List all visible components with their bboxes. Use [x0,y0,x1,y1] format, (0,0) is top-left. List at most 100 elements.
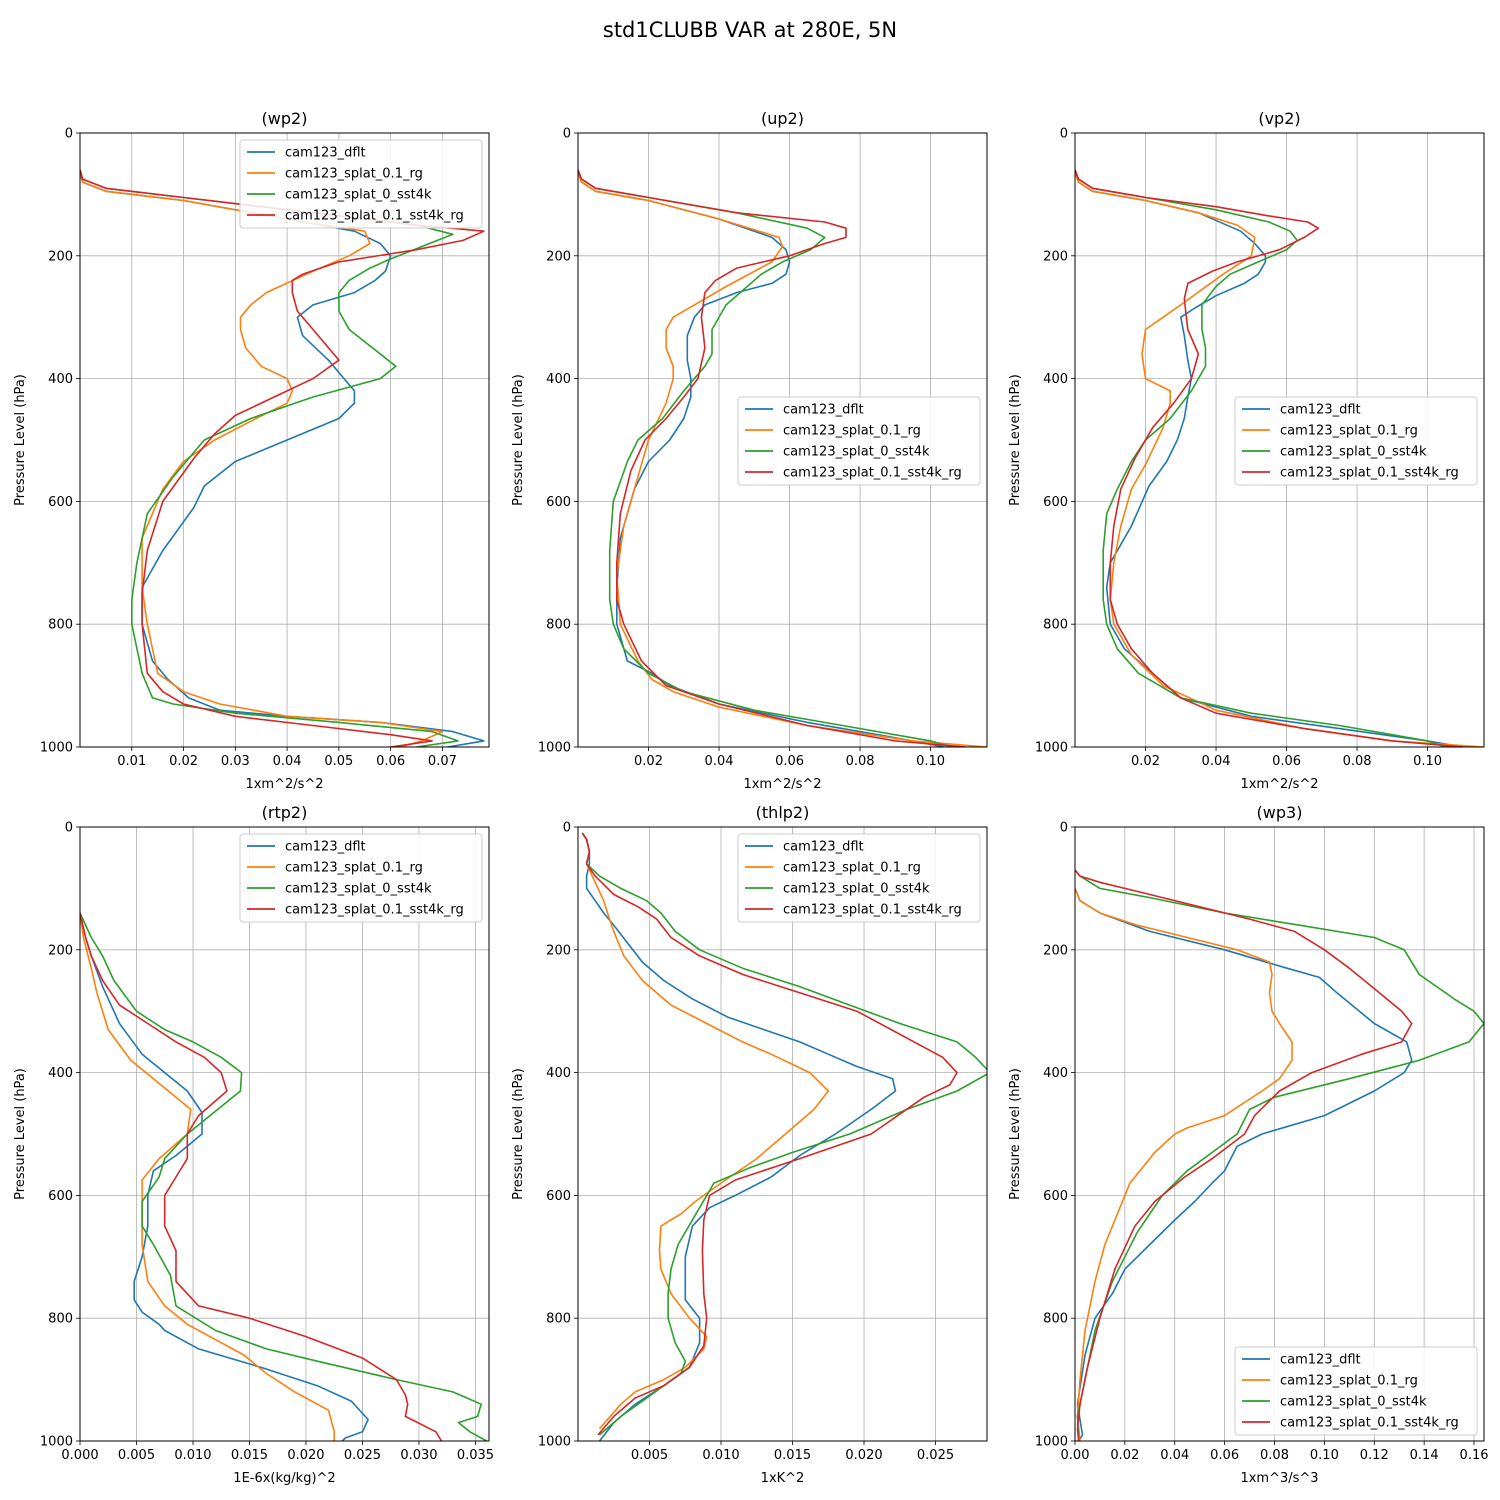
panel-wp2: 0.01 0.02 0.03 0.04 0.05 0.06 0.07 0 200 400 600 80… [13,109,490,792]
y-axis-label: Pressure Level (hPa) [13,1068,28,1200]
y-tick-label: 1000 [40,1435,73,1450]
series-line-cam123_splat_0.1_rg [1075,172,1484,747]
legend-label: cam123_splat_0_sst4k [1280,445,1427,460]
legend-box [1234,1346,1478,1436]
y-tick-label: 1000 [1035,741,1068,756]
y-tick-label: 800 [546,1312,571,1327]
series-line-cam123_splat_0.1_sst4k_rg [1075,869,1413,1441]
x-tick-label: 0.06 [1210,1448,1239,1463]
x-tick-label: 0.08 [1260,1448,1289,1463]
panel-title: (wp2) [262,109,308,128]
axes-frame [79,826,490,1442]
x-tick-label: 0.030 [400,1448,437,1463]
x-tick-label: 0.08 [1343,754,1372,769]
legend-label: cam123_splat_0.1_sst4k_rg [783,466,962,481]
axes-frame [79,132,490,748]
y-tick-label: 600 [546,495,571,510]
series-line-cam123_splat_0.1_rg [80,172,444,747]
legend-label: cam123_dflt [1280,403,1361,418]
panels-group: 0.01 0.02 0.03 0.04 0.05 0.06 0.07 0 200 400 600 80… [13,109,1489,1486]
x-tick-label: 0.020 [287,1448,324,1463]
y-tick-label: 1000 [1035,1435,1068,1450]
x-tick-label: 0.02 [634,754,663,769]
axes-frame [1074,826,1485,1442]
legend-label: cam123_splat_0.1_sst4k_rg [783,903,962,918]
legend-label: cam123_splat_0.1_rg [1280,424,1418,439]
x-tick-label: 0.025 [344,1448,381,1463]
x-tick-label: 0.06 [376,754,405,769]
legend-label: cam123_splat_0.1_sst4k_rg [285,903,464,918]
x-tick-label: 0.025 [917,1448,954,1463]
panel-title: (wp3) [1257,803,1303,822]
series-line-cam123_splat_0.1_rg [1075,888,1293,1441]
y-tick-label: 0 [65,127,73,142]
panel-thlp2: 0.005 0.010 0.015 0.020 0.025 0 200 400 600 800 10… [511,803,988,1486]
x-tick-label: 0.015 [231,1448,268,1463]
y-tick-label: 400 [48,1066,73,1081]
series-line-cam123_dflt [80,912,369,1441]
y-tick-label: 200 [546,943,571,958]
x-tick-label: 0.01 [117,754,146,769]
x-tick-label: 0.07 [428,754,457,769]
series-line-cam123_splat_0.1_sst4k_rg [581,832,958,1436]
series-line-cam123_splat_0_sst4k [581,832,987,1436]
y-tick-label: 800 [1043,618,1068,633]
figure-title: std1CLUBB VAR at 280E, 5N [603,18,897,42]
x-tick-label: 0.02 [169,754,198,769]
series-line-cam123_dflt [578,172,945,747]
legend-label: cam123_splat_0_sst4k [783,445,930,460]
panel-title: (up2) [761,109,804,128]
y-tick-label: 400 [1043,372,1068,387]
series-line-cam123_splat_0_sst4k [80,912,488,1441]
legend-label: cam123_splat_0.1_sst4k_rg [1280,1416,1459,1431]
y-tick-label: 800 [546,618,571,633]
y-tick-label: 200 [48,943,73,958]
x-tick-label: 0.04 [705,754,734,769]
x-tick-label: 0.12 [1360,1448,1389,1463]
legend-label: cam123_dflt [783,840,864,855]
x-axis-label: 1xm^2/s^2 [1240,777,1318,792]
x-axis-label: 1E-6x(kg/kg)^2 [233,1471,335,1486]
panel-title: (thlp2) [756,803,810,822]
legend-box [239,833,483,923]
y-tick-label: 0 [563,821,571,836]
x-tick-label: 0.04 [1202,754,1231,769]
x-tick-label: 0.04 [1160,1448,1189,1463]
y-tick-label: 800 [1043,1312,1068,1327]
y-tick-label: 600 [1043,495,1068,510]
x-tick-label: 0.10 [1310,1448,1339,1463]
y-tick-label: 1000 [40,741,73,756]
legend: cam123_dflt cam123_splat_0.1_rg cam123_spl… [737,833,981,923]
y-tick-label: 0 [563,127,571,142]
legend: cam123_dflt cam123_splat_0.1_rg cam123_spl… [1234,1346,1478,1436]
x-axis-label: 1xK^2 [761,1471,805,1486]
y-tick-label: 1000 [538,1435,571,1450]
legend-label: cam123_dflt [783,403,864,418]
legend-box [1234,396,1478,486]
series-line-cam123_splat_0_sst4k [1075,869,1484,1441]
axes-frame [577,132,988,748]
x-tick-label: 0.14 [1410,1448,1439,1463]
legend-label: cam123_splat_0.1_sst4k_rg [1280,466,1459,481]
y-tick-label: 600 [1043,1189,1068,1204]
legend-label: cam123_splat_0.1_rg [1280,1374,1418,1389]
x-tick-label: 0.16 [1460,1448,1489,1463]
legend: cam123_dflt cam123_splat_0.1_rg cam123_spl… [737,396,981,486]
legend-box [737,396,981,486]
y-tick-label: 200 [1043,249,1068,264]
legend: cam123_dflt cam123_splat_0.1_rg cam123_spl… [239,833,483,923]
panel-title: (vp2) [1258,109,1300,128]
y-axis-label: Pressure Level (hPa) [511,374,526,506]
series-line-cam123_splat_0.1_rg [80,912,336,1441]
x-tick-label: 0.015 [774,1448,811,1463]
axes-frame [577,826,988,1442]
y-tick-label: 800 [48,1312,73,1327]
x-tick-label: 0.035 [457,1448,494,1463]
panel-wp3: 0.00 0.02 0.04 0.06 0.08 0.10 0.12 0.14 0.16 0 200… [1008,803,1489,1486]
legend-label: cam123_splat_0_sst4k [1280,1395,1427,1410]
y-axis-label: Pressure Level (hPa) [1008,374,1023,506]
legend-label: cam123_dflt [285,146,366,161]
y-tick-label: 800 [48,618,73,633]
y-tick-label: 400 [1043,1066,1068,1081]
